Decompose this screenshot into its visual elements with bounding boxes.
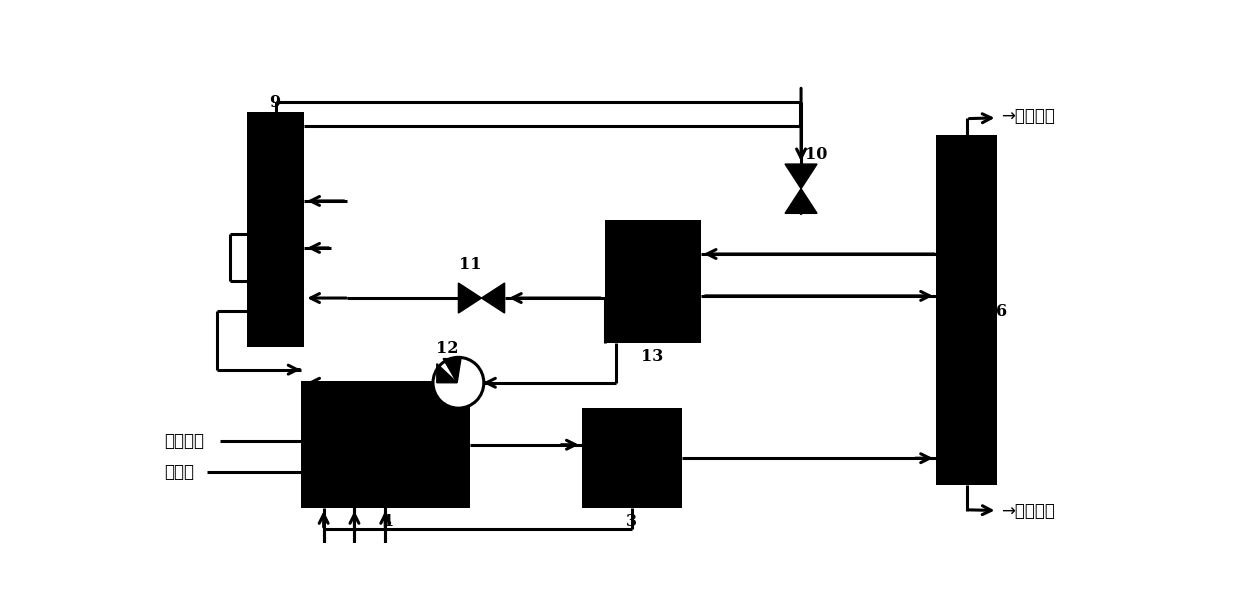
- Bar: [936, 135, 997, 485]
- Polygon shape: [459, 283, 481, 313]
- Bar: [247, 112, 304, 346]
- Bar: [582, 408, 682, 508]
- Text: 合成气: 合成气: [164, 463, 195, 481]
- Bar: [605, 220, 701, 343]
- Polygon shape: [443, 359, 461, 382]
- Text: 9: 9: [269, 94, 280, 111]
- Polygon shape: [481, 283, 505, 313]
- Text: 7: 7: [268, 261, 279, 278]
- Text: →回收碳四: →回收碳四: [1001, 107, 1055, 124]
- Bar: [300, 381, 470, 508]
- Text: 10: 10: [805, 146, 827, 162]
- Polygon shape: [785, 164, 817, 188]
- Circle shape: [433, 357, 484, 408]
- Text: 11: 11: [459, 256, 481, 273]
- Text: 混合碳四: 混合碳四: [164, 432, 205, 450]
- Text: →混合戊醛: →混合戊醛: [1001, 501, 1055, 520]
- Text: 12: 12: [435, 340, 458, 357]
- Text: 13: 13: [641, 348, 663, 365]
- Text: 6: 6: [996, 303, 1007, 320]
- Text: 3: 3: [626, 513, 637, 530]
- Polygon shape: [785, 188, 817, 214]
- Polygon shape: [436, 364, 458, 382]
- Text: 1: 1: [383, 513, 394, 530]
